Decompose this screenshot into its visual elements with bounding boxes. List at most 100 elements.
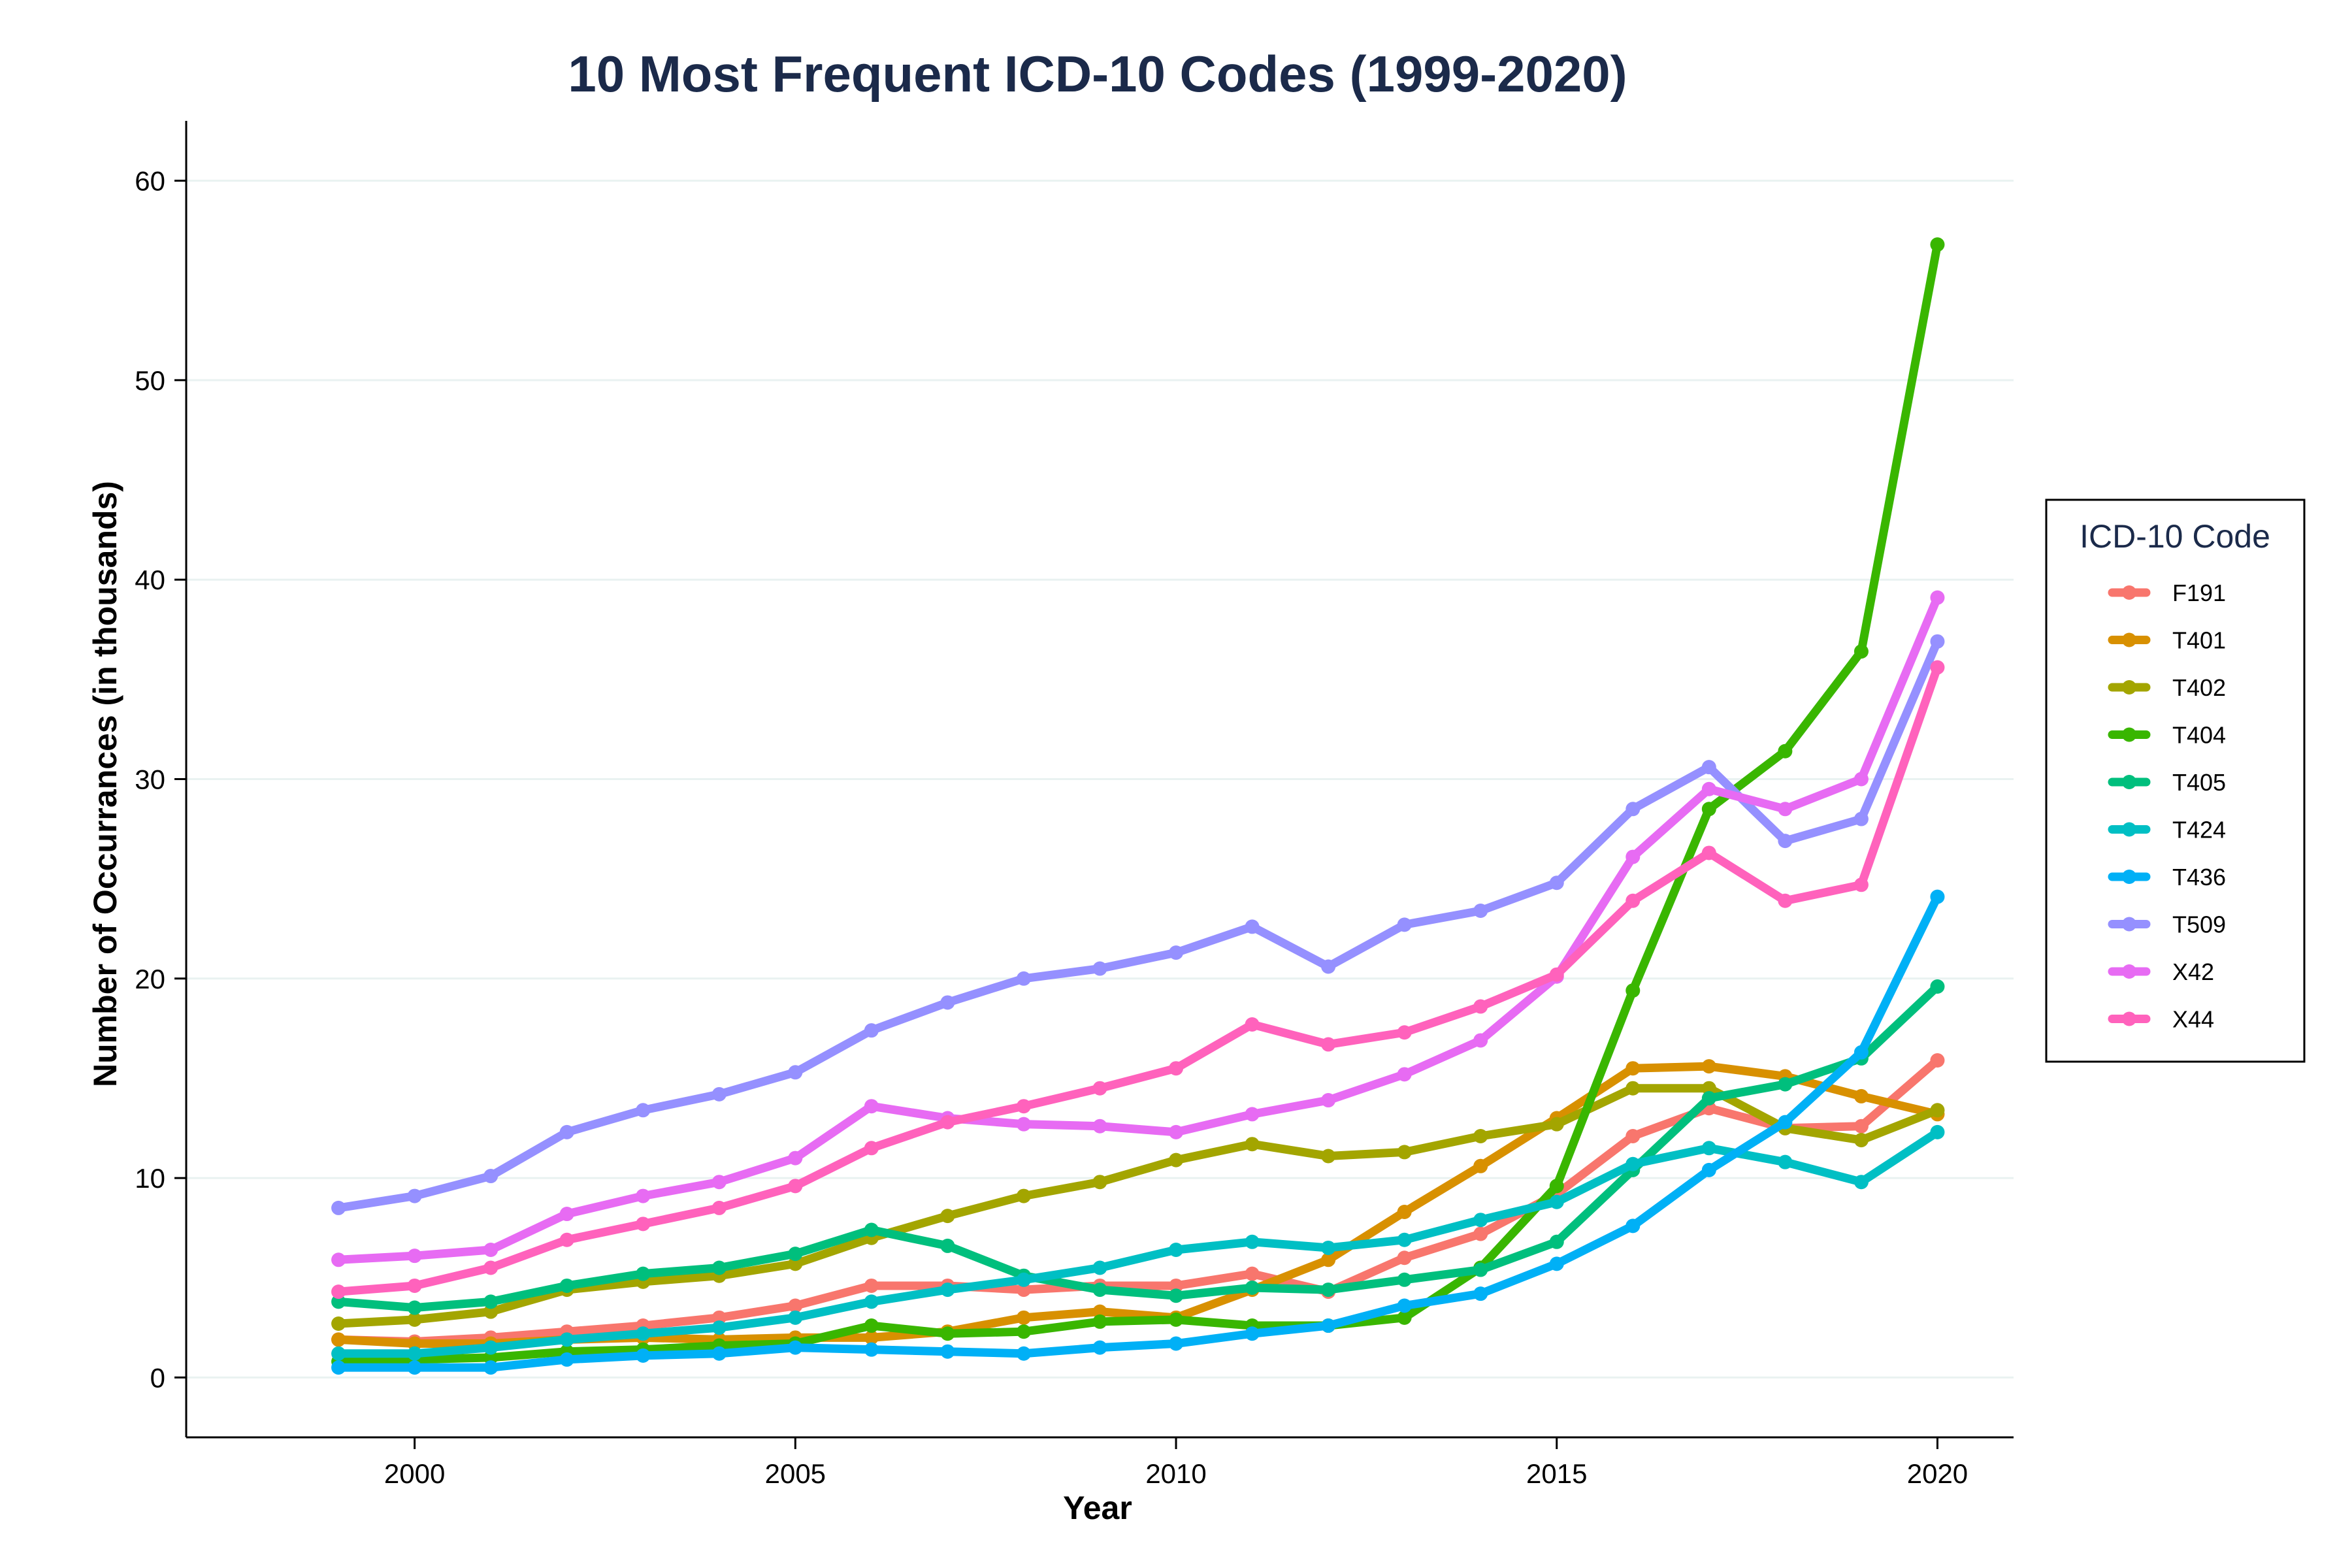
data-point-T402-2005 xyxy=(788,1256,803,1271)
chart-title: 10 Most Frequent ICD-10 Codes (1999-2020… xyxy=(568,45,1627,103)
data-point-X42-2005 xyxy=(788,1151,803,1166)
data-point-X42-2014 xyxy=(1473,1033,1488,1048)
data-point-T509-2005 xyxy=(788,1065,803,1080)
data-point-T424-2009 xyxy=(1092,1260,1107,1275)
series-lines xyxy=(331,237,1945,1375)
data-point-T405-2006 xyxy=(864,1222,879,1237)
data-point-X44-2016 xyxy=(1625,893,1641,908)
x-axis-title: Year xyxy=(1063,1490,1132,1526)
legend-label-T405: T405 xyxy=(2172,769,2226,796)
data-point-T436-2018 xyxy=(1778,1115,1793,1130)
data-point-T402-2009 xyxy=(1092,1175,1107,1190)
series-line-X42 xyxy=(334,593,1942,1264)
data-point-T436-2000 xyxy=(407,1360,422,1375)
data-point-X44-2015 xyxy=(1549,967,1564,982)
data-point-T424-1999 xyxy=(331,1346,346,1361)
legend-swatch-point-T401 xyxy=(2122,632,2136,647)
data-point-T424-2003 xyxy=(636,1326,651,1341)
y-tick-label-60: 60 xyxy=(135,166,165,197)
data-point-T424-2001 xyxy=(483,1340,498,1355)
legend-swatch-point-T509 xyxy=(2122,917,2136,932)
legend-swatch-point-T424 xyxy=(2122,822,2136,837)
data-point-T424-2018 xyxy=(1778,1154,1793,1169)
series-line-T404 xyxy=(334,240,1942,1366)
data-point-T424-2002 xyxy=(559,1332,574,1347)
x-tick-label-2010: 2010 xyxy=(1145,1458,1206,1489)
data-point-T436-2006 xyxy=(864,1342,879,1357)
data-point-T402-2000 xyxy=(407,1312,422,1327)
data-point-T509-2009 xyxy=(1092,961,1107,976)
data-point-X42-2009 xyxy=(1092,1119,1107,1134)
data-point-X44-2010 xyxy=(1169,1061,1184,1076)
legend-swatch-point-F191 xyxy=(2122,585,2136,600)
data-point-X44-2003 xyxy=(636,1217,651,1232)
data-point-F191-2019 xyxy=(1854,1119,1869,1134)
legend-label-X42: X42 xyxy=(2172,958,2214,985)
legend-item-T424: T424 xyxy=(2108,817,2226,843)
data-point-T424-2000 xyxy=(407,1346,422,1361)
series-T436 xyxy=(331,889,1945,1375)
data-point-T401-2000 xyxy=(407,1336,422,1351)
data-point-T404-2019 xyxy=(1854,644,1869,659)
y-tick-label-10: 10 xyxy=(135,1163,165,1194)
data-point-T404-2013 xyxy=(1397,1310,1412,1325)
data-point-T402-2012 xyxy=(1321,1149,1336,1164)
data-point-T436-2013 xyxy=(1397,1298,1412,1313)
data-point-X44-2012 xyxy=(1321,1037,1336,1052)
data-point-T404-2017 xyxy=(1701,802,1716,817)
data-point-X44-2007 xyxy=(940,1115,955,1130)
series-X42 xyxy=(331,590,1945,1267)
data-point-T509-2008 xyxy=(1016,971,1031,986)
data-point-F191-2004 xyxy=(711,1310,727,1325)
x-tick-label-2015: 2015 xyxy=(1526,1458,1587,1489)
data-point-X44-2006 xyxy=(864,1141,879,1156)
data-point-X44-2005 xyxy=(788,1179,803,1194)
data-point-T401-2017 xyxy=(1701,1059,1716,1074)
legend: ICD-10 Code F191 T401 T402 T404 T405 T424 T436… xyxy=(2045,498,2306,1063)
data-point-F191-2011 xyxy=(1245,1266,1260,1281)
series-T509 xyxy=(331,634,1945,1215)
data-point-T436-2005 xyxy=(788,1340,803,1355)
data-point-X42-2011 xyxy=(1245,1107,1260,1122)
data-point-T405-2014 xyxy=(1473,1262,1488,1277)
series-T404 xyxy=(331,237,1945,1369)
legend-label-T436: T436 xyxy=(2172,864,2226,890)
data-point-F191-2020 xyxy=(1930,1053,1945,1068)
data-point-X44-2011 xyxy=(1245,1017,1260,1032)
data-point-X42-2002 xyxy=(559,1207,574,1222)
legend-item-T436: T436 xyxy=(2108,864,2226,890)
data-point-X42-2010 xyxy=(1169,1124,1184,1139)
legend-label-T402: T402 xyxy=(2172,674,2226,701)
data-point-T405-2017 xyxy=(1701,1090,1716,1105)
legend-items: F191 T401 T402 T404 T405 T424 T436 T509 X42 X44 xyxy=(2108,580,2226,1033)
data-point-T424-2019 xyxy=(1854,1175,1869,1190)
data-point-T436-2019 xyxy=(1854,1045,1869,1060)
data-point-T405-2018 xyxy=(1778,1077,1793,1092)
legend-swatch-point-T405 xyxy=(2122,775,2136,789)
data-point-X42-2019 xyxy=(1854,772,1869,787)
data-point-T405-2007 xyxy=(940,1238,955,1253)
x-axis-ticks: 2000 2005 2010 2015 2020 xyxy=(384,1437,1968,1489)
data-point-T509-2018 xyxy=(1778,834,1793,849)
legend-item-T405: T405 xyxy=(2108,769,2226,796)
data-point-T401-2013 xyxy=(1397,1205,1412,1220)
data-point-T401-2006 xyxy=(864,1330,879,1345)
data-point-T509-2004 xyxy=(711,1086,727,1102)
legend-item-T401: T401 xyxy=(2108,627,2226,654)
data-point-T402-2017 xyxy=(1701,1081,1716,1096)
data-point-X42-1999 xyxy=(331,1252,346,1267)
legend-label-F191: F191 xyxy=(2172,580,2226,606)
data-point-X42-2006 xyxy=(864,1099,879,1114)
data-point-T405-2002 xyxy=(559,1278,574,1293)
legend-label-T424: T424 xyxy=(2172,817,2226,843)
data-point-X42-2000 xyxy=(407,1249,422,1264)
data-point-T509-2019 xyxy=(1854,811,1869,826)
data-point-F191-2010 xyxy=(1169,1278,1184,1293)
data-point-T436-2016 xyxy=(1625,1218,1641,1233)
data-point-X44-2009 xyxy=(1092,1081,1107,1096)
data-point-T402-1999 xyxy=(331,1316,346,1331)
data-point-T405-2001 xyxy=(483,1294,498,1309)
data-point-X44-2017 xyxy=(1701,845,1716,860)
data-point-T405-2015 xyxy=(1549,1234,1564,1249)
data-point-T404-2006 xyxy=(864,1318,879,1333)
